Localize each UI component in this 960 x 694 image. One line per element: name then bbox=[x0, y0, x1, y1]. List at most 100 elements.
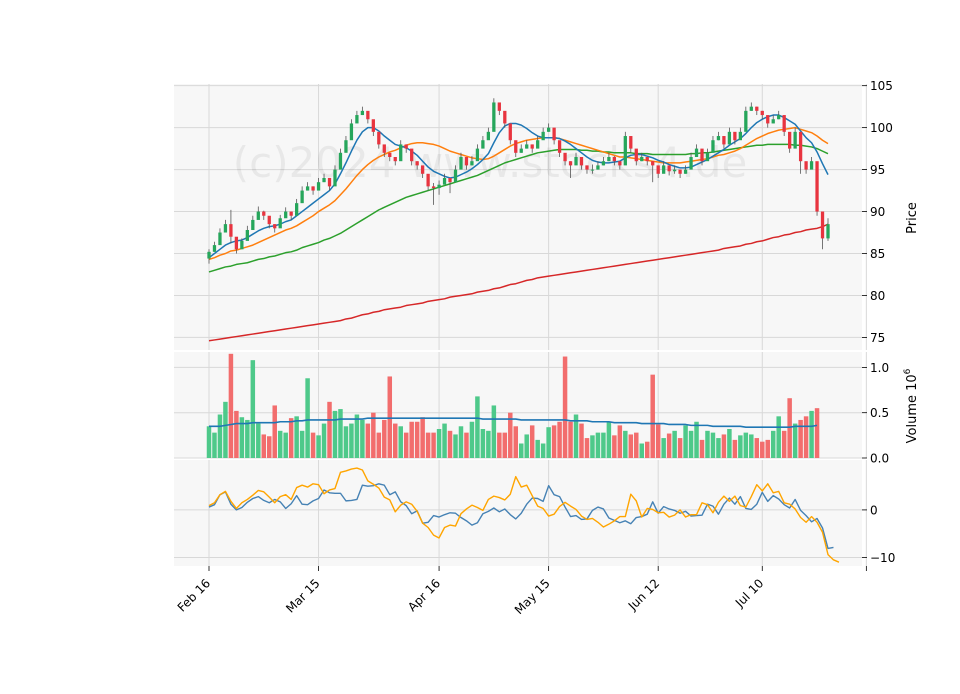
price-y-tick-label: 80 bbox=[870, 289, 885, 303]
volume-bar bbox=[694, 421, 699, 458]
candle-body bbox=[382, 144, 386, 153]
candle-body bbox=[651, 161, 655, 166]
volume-bar bbox=[650, 374, 655, 458]
candle-body bbox=[601, 161, 606, 166]
volume-bar bbox=[590, 435, 595, 458]
volume-bar bbox=[250, 360, 256, 458]
candle-body bbox=[536, 140, 540, 149]
candle-body bbox=[744, 110, 748, 132]
volume-bar bbox=[256, 423, 261, 458]
volume-bar bbox=[792, 423, 798, 458]
candle-body bbox=[426, 173, 430, 187]
volume-bar bbox=[442, 423, 447, 458]
volume-bar bbox=[382, 419, 387, 458]
volume-bar bbox=[809, 410, 814, 458]
oscillator-panel bbox=[208, 467, 840, 563]
x-tick-label: May 15 bbox=[512, 576, 553, 617]
osc-y-tick-label: 0 bbox=[870, 503, 878, 517]
candle-body bbox=[826, 224, 830, 239]
volume-bar bbox=[617, 425, 623, 458]
volume-y-tick-label: 0.5 bbox=[870, 406, 889, 420]
volume-bar bbox=[464, 432, 469, 458]
volume-bar bbox=[343, 426, 349, 458]
volume-bar bbox=[420, 417, 425, 458]
candle-body bbox=[410, 148, 414, 162]
volume-bar bbox=[338, 409, 343, 458]
candle-body bbox=[618, 161, 622, 166]
volume-bar bbox=[666, 433, 672, 458]
candle-body bbox=[557, 140, 562, 153]
oscillator-line-1 bbox=[208, 467, 840, 563]
candle-body bbox=[431, 186, 436, 189]
volume-bar bbox=[562, 356, 568, 458]
volume-bar bbox=[672, 430, 677, 458]
candle-body bbox=[404, 144, 408, 149]
candle-body bbox=[229, 224, 233, 237]
x-tick-label: Jun 12 bbox=[625, 576, 662, 613]
candle-body bbox=[760, 110, 764, 116]
volume-bar bbox=[425, 432, 431, 458]
candle-body bbox=[815, 161, 819, 212]
volume-bar bbox=[770, 430, 776, 458]
volume-bar bbox=[316, 435, 321, 458]
candle-body bbox=[662, 165, 666, 174]
volume-bar bbox=[688, 430, 694, 458]
volume-bar bbox=[760, 441, 765, 458]
volume-ma-line bbox=[209, 417, 818, 428]
candle-body bbox=[596, 165, 600, 170]
volume-bar bbox=[584, 438, 590, 458]
volume-bar bbox=[283, 432, 288, 458]
candle-body bbox=[788, 131, 792, 149]
volume-bar bbox=[475, 396, 480, 458]
candle-body bbox=[782, 115, 786, 132]
candle-body bbox=[546, 127, 551, 132]
candle-body bbox=[525, 144, 529, 149]
price-y-tick-label: 105 bbox=[870, 79, 893, 93]
volume-bar bbox=[568, 421, 573, 458]
volume-bar bbox=[360, 419, 365, 458]
candle-body bbox=[393, 157, 397, 162]
candle-body bbox=[278, 218, 282, 229]
volume-bar bbox=[612, 435, 617, 458]
volume-bar bbox=[727, 429, 732, 458]
candle-body bbox=[338, 152, 343, 170]
candle-body bbox=[251, 219, 255, 231]
candle-body bbox=[820, 211, 825, 239]
volume-bar bbox=[710, 432, 716, 458]
volume-bar bbox=[776, 416, 781, 458]
candle-body bbox=[530, 144, 534, 149]
candle-body bbox=[716, 136, 721, 141]
candle-body bbox=[245, 230, 249, 241]
candle-body bbox=[437, 184, 441, 189]
volume-bar bbox=[579, 423, 584, 458]
volume-bar bbox=[639, 443, 644, 458]
volume-bar bbox=[453, 434, 458, 458]
price-y-tick-label: 85 bbox=[870, 247, 885, 261]
candle-body bbox=[349, 123, 354, 141]
x-tick-label: Feb 16 bbox=[175, 576, 213, 614]
candle-body bbox=[207, 251, 211, 259]
volume-axis-exponent: 6 bbox=[903, 368, 913, 374]
candle-body bbox=[574, 157, 578, 166]
volume-bar bbox=[683, 425, 688, 458]
candle-body bbox=[694, 148, 699, 158]
candle-body bbox=[371, 119, 375, 132]
volume-bar bbox=[299, 430, 305, 458]
candle-body bbox=[552, 127, 556, 141]
candle-body bbox=[256, 211, 260, 220]
volume-bar bbox=[754, 438, 760, 458]
volume-bar bbox=[540, 443, 546, 458]
volume-bar bbox=[245, 419, 250, 458]
candle-body bbox=[492, 102, 496, 132]
volume-bar bbox=[524, 434, 529, 458]
volume-bar bbox=[497, 432, 502, 458]
candle-body bbox=[316, 182, 321, 191]
volume-bar bbox=[393, 423, 398, 458]
volume-bar bbox=[518, 443, 524, 458]
candle-body bbox=[771, 119, 775, 124]
volume-bar bbox=[217, 414, 223, 458]
volume-bar bbox=[480, 429, 486, 458]
volume-bar bbox=[354, 414, 360, 458]
volume-axis-label: Volume 106 bbox=[903, 368, 920, 443]
candle-body bbox=[453, 169, 458, 183]
